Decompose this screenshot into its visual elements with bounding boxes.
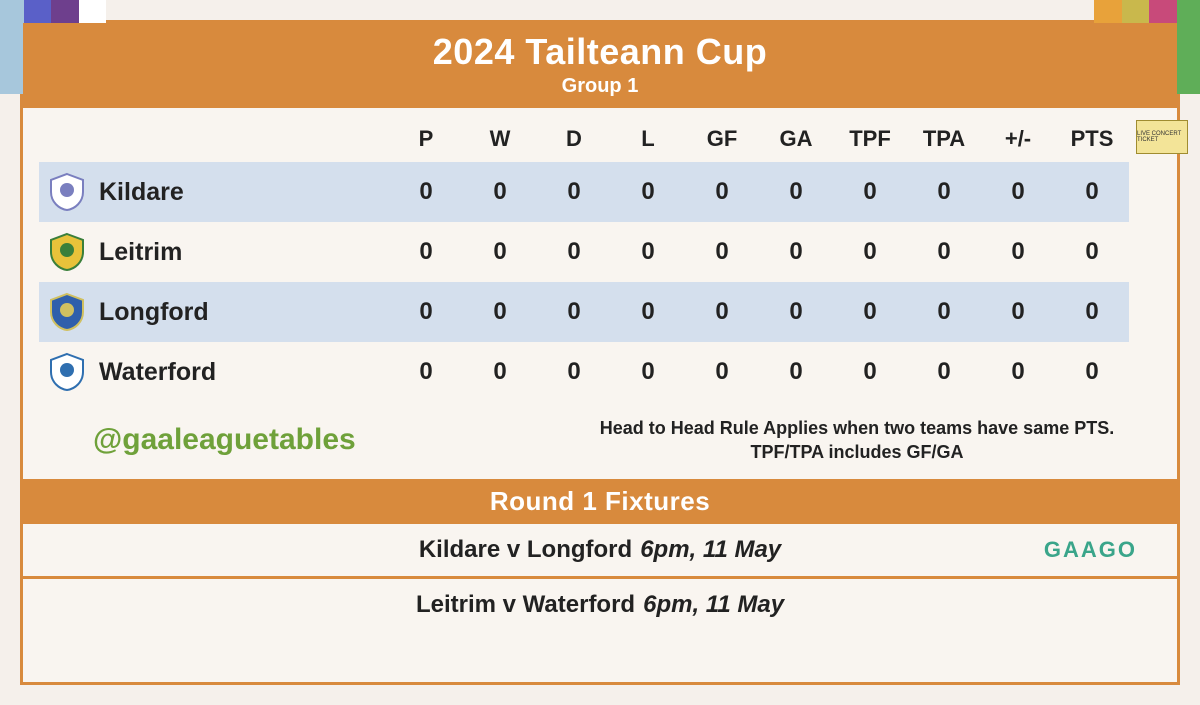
stat-cell: 0 [907,222,981,282]
crest-cell [39,282,95,342]
stat-cell: 0 [611,222,685,282]
crest-cell [39,342,95,402]
col-header: L [611,120,685,162]
stat-cell: 0 [1055,282,1129,342]
stat-cell: 0 [759,282,833,342]
stat-cell: 0 [833,342,907,402]
team-col-header [39,120,389,162]
stat-cell: 0 [389,342,463,402]
team-crest-icon [46,231,88,273]
stat-cell: 0 [981,282,1055,342]
fixture-teams: Leitrim v Waterford [416,591,635,618]
crest-cell [39,162,95,222]
table-row: Waterford0000000000 [39,342,1129,402]
stat-cell: 0 [907,282,981,342]
stat-cell: 0 [981,162,1055,222]
team-crest-icon [46,291,88,333]
stat-cell: 0 [537,282,611,342]
stat-cell: 0 [833,222,907,282]
stat-cell: 0 [833,162,907,222]
team-name: Longford [95,282,389,342]
stat-cell: 0 [685,222,759,282]
table-row: Leitrim0000000000 [39,222,1129,282]
fixtures-header: Round 1 Fixtures [23,479,1177,524]
rule-note: Head to Head Rule Applies when two teams… [597,416,1117,465]
stripe [0,0,24,94]
stat-cell: 0 [389,162,463,222]
stat-cell: 0 [1055,222,1129,282]
col-header: W [463,120,537,162]
stat-cell: 0 [389,222,463,282]
meta-row: @gaaleaguetables Head to Head Rule Appli… [23,406,1177,479]
col-header: D [537,120,611,162]
stat-cell: 0 [1055,162,1129,222]
stat-cell: 0 [611,162,685,222]
stat-cell: 0 [981,342,1055,402]
fixtures-list: Kildare v Longford 6pm, 11 May GAAGO Leitri… [23,524,1177,631]
fixture-time: 6pm, 11 May [643,591,784,618]
stat-cell: 0 [463,222,537,282]
card: 2024 Tailteann Cup Group 1 LIVE CONCERT … [20,20,1180,685]
fixture-time: 6pm, 11 May [640,536,781,563]
fixture-row: Leitrim v Waterford 6pm, 11 May [23,579,1177,631]
stat-cell: 0 [759,222,833,282]
stat-cell: 0 [981,222,1055,282]
fixture-teams: Kildare v Longford [419,536,632,563]
standings-table-wrap: PWDLGFGATPFTPA+/-PTS Kildare0000000000Le… [23,108,1177,406]
stat-cell: 0 [463,342,537,402]
header: 2024 Tailteann Cup Group 1 [23,23,1177,108]
col-header: GF [685,120,759,162]
stat-cell: 0 [537,222,611,282]
stat-cell: 0 [759,342,833,402]
stat-cell: 0 [537,342,611,402]
team-name: Leitrim [95,222,389,282]
social-handle: @gaaleaguetables [93,423,356,457]
col-header: TPF [833,120,907,162]
col-header: GA [759,120,833,162]
stat-cell: 0 [685,162,759,222]
stat-cell: 0 [907,162,981,222]
team-name: Waterford [95,342,389,402]
stat-cell: 0 [1055,342,1129,402]
broadcast-logo: GAAGO [1044,537,1137,563]
table-row: Longford0000000000 [39,282,1129,342]
table-row: Kildare0000000000 [39,162,1129,222]
standings-body: Kildare0000000000Leitrim0000000000Longfo… [39,162,1129,402]
ticket-icon: LIVE CONCERT TICKET [1136,120,1188,154]
col-header: P [389,120,463,162]
crest-cell [39,222,95,282]
stat-cell: 0 [759,162,833,222]
team-name: Kildare [95,162,389,222]
team-crest-icon [46,351,88,393]
stat-cell: 0 [685,282,759,342]
col-header: TPA [907,120,981,162]
stat-cell: 0 [611,282,685,342]
stat-cell: 0 [463,282,537,342]
standings-table: PWDLGFGATPFTPA+/-PTS Kildare0000000000Le… [39,120,1129,402]
stat-cell: 0 [463,162,537,222]
stat-cell: 0 [833,282,907,342]
col-header: PTS [1055,120,1129,162]
stat-cell: 0 [611,342,685,402]
stat-cell: 0 [537,162,611,222]
stat-cell: 0 [389,282,463,342]
col-header: +/- [981,120,1055,162]
team-crest-icon [46,171,88,213]
fixture-row: Kildare v Longford 6pm, 11 May GAAGO [23,524,1177,576]
stat-cell: 0 [907,342,981,402]
page-subtitle: Group 1 [23,75,1177,98]
page-title: 2024 Tailteann Cup [23,31,1177,73]
ticket-label: LIVE CONCERT TICKET [1137,131,1187,143]
standings-header-row: PWDLGFGATPFTPA+/-PTS [39,120,1129,162]
stripe [1177,0,1200,94]
stat-cell: 0 [685,342,759,402]
